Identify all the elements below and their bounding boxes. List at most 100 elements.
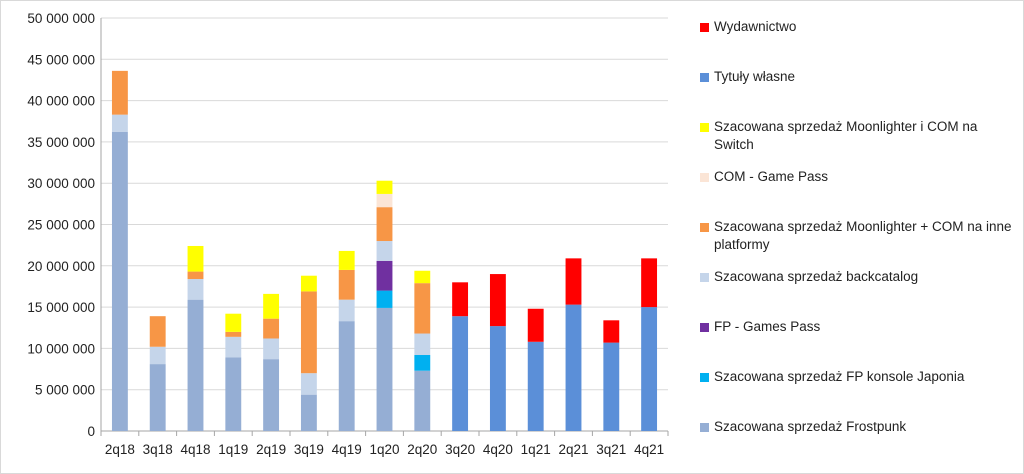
legend-item: Szacowana sprzedaż Frostpunk [700,418,1018,436]
bar-segment [338,321,355,431]
x-tick-label: 2q21 [558,442,588,457]
bar-segment [225,331,242,337]
bar-segment [111,70,128,115]
bar-segment [376,290,393,308]
x-tick-label: 3q19 [294,442,324,457]
legend-swatch [700,123,709,132]
y-tick-label: 50 000 000 [27,11,95,26]
bar-segment [376,260,393,291]
x-tick-label: 3q20 [445,442,475,457]
bar-segment [263,293,280,319]
bar-segment [376,207,393,242]
bar-segment [338,269,355,300]
legend-label: Szacowana sprzedaż FP konsole Japonia [714,369,965,384]
bar-segment [263,359,280,431]
bar-segment [187,299,204,431]
bar-segment [263,318,280,339]
y-tick-label: 20 000 000 [27,259,95,274]
bar-segment [376,241,393,261]
bar-segment [376,307,393,431]
x-tick-label: 2q20 [407,442,437,457]
bar-segment [263,338,280,360]
x-tick-label: 1q19 [218,442,248,457]
bar-segment [187,271,204,280]
bar-segment [376,180,393,194]
legend-label: Szacowana sprzedaż Moonlighter i COM na … [714,119,978,152]
legend-item: Szacowana sprzedaż backcatalog [700,268,1018,286]
bar-segment [527,308,544,342]
legend-label: FP - Games Pass [714,319,821,334]
bar-segment [452,282,469,317]
bar-segment [565,258,582,305]
x-tick-label: 4q18 [180,442,210,457]
y-tick-label: 25 000 000 [27,218,95,233]
legend-item: FP - Games Pass [700,318,1018,336]
legend-swatch [700,273,709,282]
bar-segment [376,193,393,208]
legend-swatch [700,23,709,32]
bar-segment [452,316,469,431]
bar-segment [414,355,431,371]
x-tick-label: 3q21 [596,442,626,457]
bar-segment [527,341,544,431]
legend-label: Szacowana sprzedaż backcatalog [714,269,919,284]
bar-segment [414,270,431,284]
legend-label: COM - Game Pass [714,169,829,184]
y-tick-label: 5 000 000 [35,383,95,398]
bar-segment [641,258,658,308]
bar-segment [111,131,128,431]
legend-swatch [700,373,709,382]
bar-segment [300,291,317,374]
bar-segment [414,333,431,356]
bar-segment [187,279,204,300]
bar-segment [338,250,355,270]
legend-label: Wydawnictwo [714,19,797,34]
y-tick-label: 0 [87,424,95,439]
legend-item: Szacowana sprzedaż Moonlighter i COM na … [700,118,1018,154]
x-tick-label: 1q20 [369,442,399,457]
bar-segment [603,320,620,343]
legend-swatch [700,323,709,332]
bar-segment [489,274,506,327]
legend-swatch [700,173,709,182]
legend-item: COM - Game Pass [700,168,1018,186]
bar-segment [187,245,204,272]
bar-segment [414,283,431,334]
legend-label: Szacowana sprzedaż Frostpunk [714,419,907,434]
legend-swatch [700,223,709,232]
bar-segment [225,357,242,431]
legend-item: Szacowana sprzedaż Moonlighter + COM na … [700,218,1018,254]
bar-segment [225,336,242,358]
bar-segment [149,364,166,431]
bar-segment [300,394,317,431]
bar-segment [603,342,620,431]
bar-segment [111,114,128,132]
bar-segment [489,326,506,431]
bar-segment [300,275,317,292]
legend-swatch [700,423,709,432]
legend-item: Szacowana sprzedaż FP konsole Japonia [700,368,1018,386]
x-tick-label: 4q20 [483,442,513,457]
y-tick-label: 35 000 000 [27,135,95,150]
bar-segment [641,307,658,431]
y-tick-label: 40 000 000 [27,94,95,109]
x-tick-label: 2q18 [105,442,135,457]
legend-swatch [700,73,709,82]
legend-item: Wydawnictwo [700,18,1018,36]
legend-label: Szacowana sprzedaż Moonlighter + COM na … [714,219,1012,252]
bar-segment [565,304,582,431]
bar-segment [149,316,166,347]
bar-segment [414,370,431,431]
y-tick-label: 10 000 000 [27,341,95,356]
legend-item: Tytuły własne [700,68,1018,86]
y-tick-label: 15 000 000 [27,300,95,315]
bar-segment [338,299,355,322]
bar-segment [149,346,166,365]
x-tick-label: 2q19 [256,442,286,457]
y-tick-label: 45 000 000 [27,52,95,67]
y-tick-label: 30 000 000 [27,176,95,191]
x-tick-label: 4q19 [332,442,362,457]
bar-segment [300,373,317,395]
